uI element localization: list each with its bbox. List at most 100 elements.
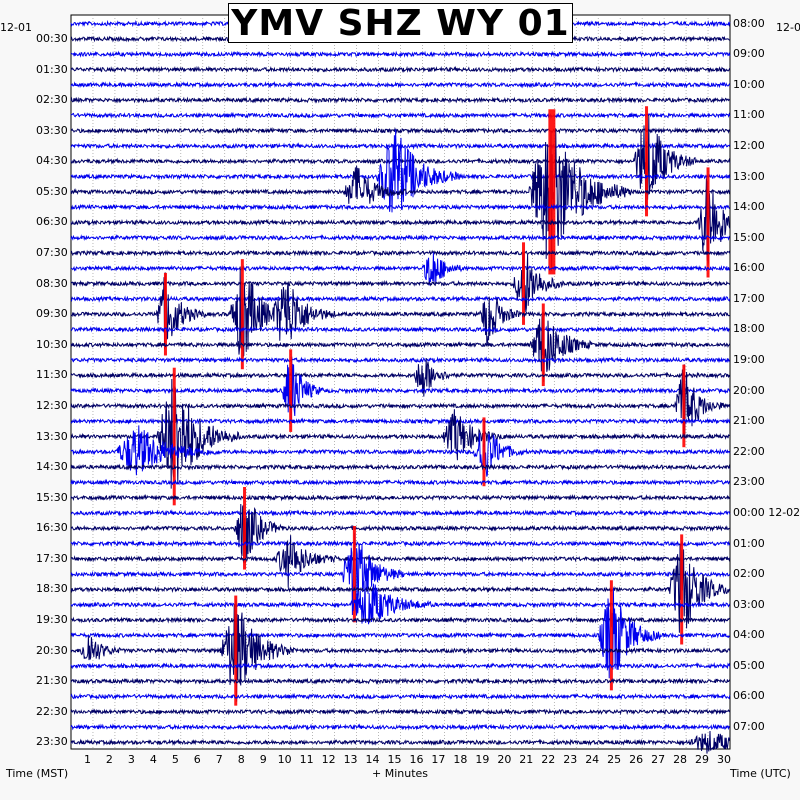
left-axis-title: Time (MST) <box>6 767 69 780</box>
left-time-label: 01:30 <box>36 62 68 76</box>
left-time-label: 18:30 <box>36 582 68 596</box>
right-time-label: 02:00 <box>733 567 765 581</box>
right-time-label: 11:00 <box>733 108 765 122</box>
left-time-label: 10:30 <box>36 337 68 351</box>
right-time-label: 12:00 <box>733 138 765 152</box>
x-tick-label: 22 <box>541 753 556 766</box>
clipped-signal <box>645 106 649 217</box>
clipped-signal <box>163 272 167 356</box>
trace-row <box>70 50 731 58</box>
trace-row <box>70 677 731 685</box>
x-tick-label: 13 <box>343 753 358 766</box>
x-tick-label: 29 <box>695 753 710 766</box>
x-tick-label: 20 <box>497 753 512 766</box>
trace-row <box>70 65 731 74</box>
left-time-label: 15:30 <box>36 490 68 504</box>
x-tick-label: 27 <box>651 753 666 766</box>
clipped-signal <box>548 109 556 275</box>
clipped-signal <box>682 364 686 448</box>
clipped-signal <box>240 259 244 370</box>
trace-row <box>70 129 731 213</box>
x-tick-label: 25 <box>607 753 622 766</box>
trace-row <box>70 312 731 382</box>
right-time-label: 18:00 <box>733 322 765 336</box>
clipped-signal <box>243 486 247 570</box>
left-time-label: 14:30 <box>36 460 68 474</box>
x-tick-label: 19 <box>475 753 490 766</box>
x-tick-label: 30 <box>717 753 731 766</box>
left-time-label: 09:30 <box>36 307 68 321</box>
x-tick-label: 23 <box>563 753 578 766</box>
left-time-label: 08:30 <box>36 276 68 290</box>
clipped-signal <box>352 525 356 623</box>
trace-row <box>70 130 731 271</box>
x-tick-label: 8 <box>237 753 245 766</box>
left-time-label: 11:30 <box>36 368 68 382</box>
trace-row <box>70 266 730 359</box>
left-time-label: 03:30 <box>36 123 68 137</box>
left-time-label: 17:30 <box>36 551 68 565</box>
trace-row <box>70 295 731 303</box>
x-tick-label: 28 <box>673 753 688 766</box>
right-time-label: 23:00 <box>733 475 765 489</box>
trace-row <box>70 707 731 716</box>
left-time-label: 16:30 <box>36 521 68 535</box>
x-tick-label: 5 <box>171 753 179 766</box>
x-tick-label: 7 <box>215 753 223 766</box>
left-time-label: 20:30 <box>36 643 68 657</box>
trace-row <box>70 252 730 286</box>
left-time-label: 02:30 <box>36 93 68 107</box>
trace-row <box>70 543 731 633</box>
clipped-signal <box>541 303 545 387</box>
trace-row <box>70 493 731 502</box>
left-time-label: 13:30 <box>36 429 68 443</box>
start-date-label: 12-01 <box>0 21 32 34</box>
trace-row <box>70 203 731 211</box>
right-time-label: 16:00 <box>733 261 765 275</box>
right-time-label: 13:00 <box>733 169 765 183</box>
clipped-signal <box>522 242 526 325</box>
trace-row <box>70 364 731 439</box>
right-time-label: 10:00 <box>733 77 765 91</box>
trace-row <box>70 730 731 754</box>
trace-row <box>70 503 731 564</box>
trace-row <box>70 417 731 425</box>
clipped-signal <box>172 367 176 506</box>
right-time-label: 00:00 12-02 <box>733 505 800 519</box>
clipped-signal <box>234 595 238 706</box>
left-time-label: 04:30 <box>36 154 68 168</box>
trace-row <box>70 600 731 702</box>
chart-title-box: YMV SHZ WY 01 <box>228 2 573 44</box>
trace-row <box>70 96 731 104</box>
right-time-label: 05:00 <box>733 658 765 672</box>
right-time-label: 06:00 <box>733 689 765 703</box>
right-time-label: 03:00 <box>733 597 765 611</box>
clipped-signal <box>680 534 684 645</box>
x-tick-label: 17 <box>431 753 446 766</box>
left-time-label: 12:30 <box>36 398 68 412</box>
left-time-label: 07:30 <box>36 246 68 260</box>
x-tick-label: 12 <box>321 753 336 766</box>
x-tick-label: 9 <box>259 753 267 766</box>
x-tick-label: 15 <box>387 753 402 766</box>
x-tick-label: 11 <box>299 753 314 766</box>
clipped-signal <box>289 349 293 432</box>
right-time-label: 19:00 <box>733 353 765 367</box>
x-tick-label: 18 <box>453 753 468 766</box>
trace-row <box>70 249 731 257</box>
trace-row <box>70 580 731 625</box>
right-time-label: 04:00 <box>733 628 765 642</box>
trace-row <box>70 723 731 732</box>
trace-row <box>70 357 731 397</box>
chart-title: YMV SHZ WY 01 <box>231 2 570 44</box>
x-tick-label: 6 <box>193 753 201 766</box>
trace-row <box>70 539 731 548</box>
clipped-signal <box>482 417 486 487</box>
x-axis-title: + Minutes <box>372 767 429 780</box>
right-time-label: 21:00 <box>733 414 765 428</box>
right-time-label: 08:00 <box>733 16 765 30</box>
trace-row <box>70 325 731 334</box>
left-time-label: 23:30 <box>36 735 68 749</box>
right-time-label: 09:00 <box>733 47 765 61</box>
